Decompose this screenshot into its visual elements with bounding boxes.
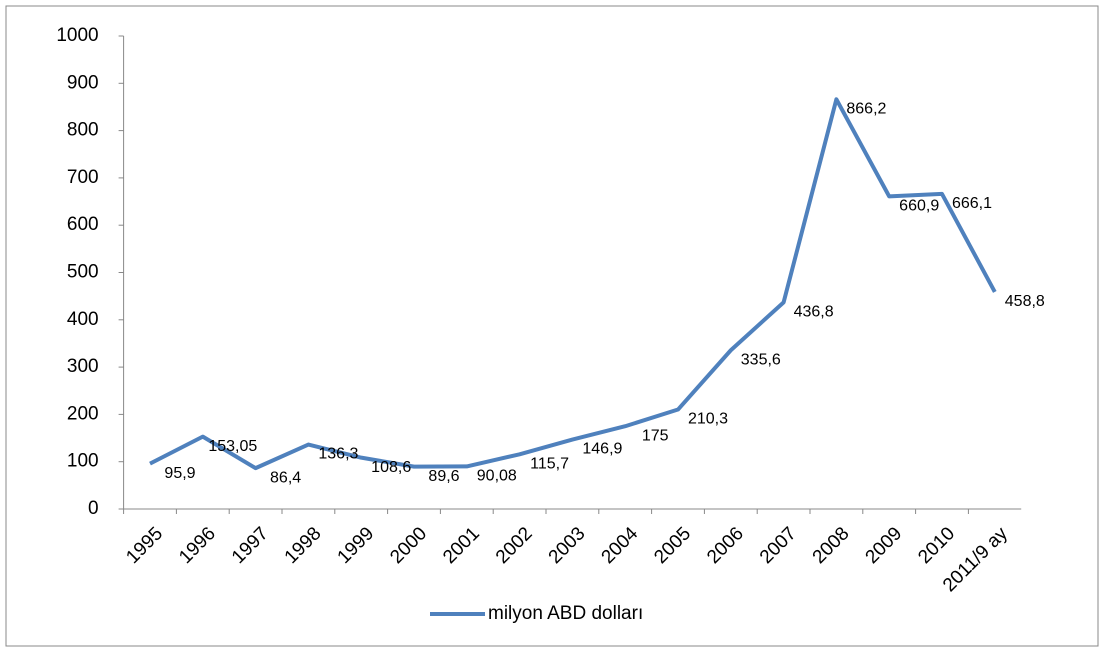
data-label: 458,8 (1005, 293, 1045, 310)
data-label: 89,6 (428, 468, 459, 485)
data-label: 666,1 (952, 195, 992, 212)
data-label: 108,6 (371, 459, 411, 476)
y-tick-label: 0 (88, 498, 99, 519)
y-tick-label: 500 (67, 262, 99, 283)
data-label: 86,4 (270, 469, 301, 486)
data-label: 115,7 (530, 455, 569, 472)
data-label: 153,05 (208, 438, 257, 455)
legend-label: milyon ABD dolları (488, 603, 643, 624)
y-tick-label: 900 (67, 72, 99, 93)
data-label: 335,6 (741, 351, 781, 368)
data-label: 90,08 (477, 468, 517, 485)
data-label: 866,2 (846, 101, 886, 118)
y-tick-label: 800 (67, 120, 99, 141)
data-label: 136,3 (318, 446, 358, 463)
y-tick-label: 600 (67, 214, 99, 235)
chart-frame (5, 5, 1099, 647)
y-tick-label: 700 (67, 167, 99, 188)
data-label: 436,8 (794, 304, 834, 321)
y-tick-label: 200 (67, 403, 99, 424)
data-label: 175 (642, 427, 669, 444)
data-label: 95,9 (164, 465, 195, 482)
data-label: 146,9 (582, 441, 622, 458)
y-tick-label: 1000 (56, 25, 98, 46)
y-tick-label: 300 (67, 356, 99, 377)
data-line (149, 97, 997, 471)
data-label: 660,9 (899, 198, 939, 215)
data-label: 210,3 (688, 411, 728, 428)
y-tick-label: 400 (67, 309, 99, 330)
y-tick-label: 100 (67, 451, 99, 472)
